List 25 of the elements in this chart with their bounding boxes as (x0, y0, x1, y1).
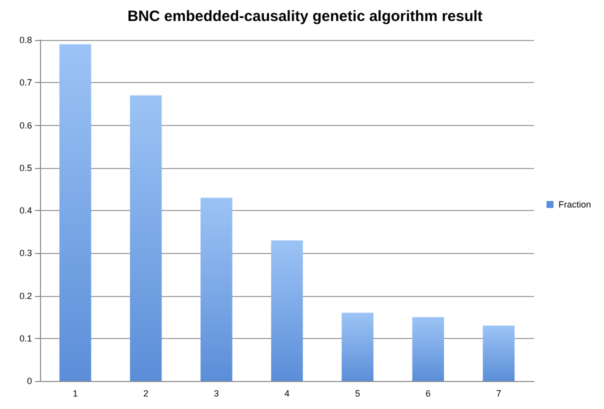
y-tick-label: 0.8 (19, 35, 32, 45)
x-tick-label: 2 (143, 388, 148, 398)
bar (342, 312, 374, 381)
bar (130, 95, 162, 381)
chart-title: BNC embedded-causality genetic algorithm result (127, 8, 483, 25)
y-tick-label: 0.1 (19, 333, 32, 344)
bar (412, 317, 444, 381)
x-tick-label: 5 (355, 388, 360, 398)
y-tick-label: 0.4 (19, 206, 32, 216)
x-tick-label: 3 (214, 388, 219, 398)
x-tick-label: 4 (284, 388, 290, 398)
y-tick-label: 0.2 (19, 290, 32, 301)
y-tick-label: 0.5 (19, 162, 32, 173)
y-tick-label: 0 (26, 376, 32, 386)
x-tick-label: 6 (426, 388, 431, 398)
bar (482, 326, 515, 381)
y-tick-label: 0.6 (19, 120, 32, 130)
legend-label: Fraction (558, 200, 592, 210)
bar (271, 240, 303, 381)
y-tick-label: 0.7 (19, 78, 32, 88)
x-tick-label: 7 (496, 388, 502, 398)
x-tick-label: 1 (72, 388, 78, 398)
bar (200, 198, 232, 381)
bar (59, 44, 92, 381)
y-tick-label: 0.3 (19, 248, 32, 258)
